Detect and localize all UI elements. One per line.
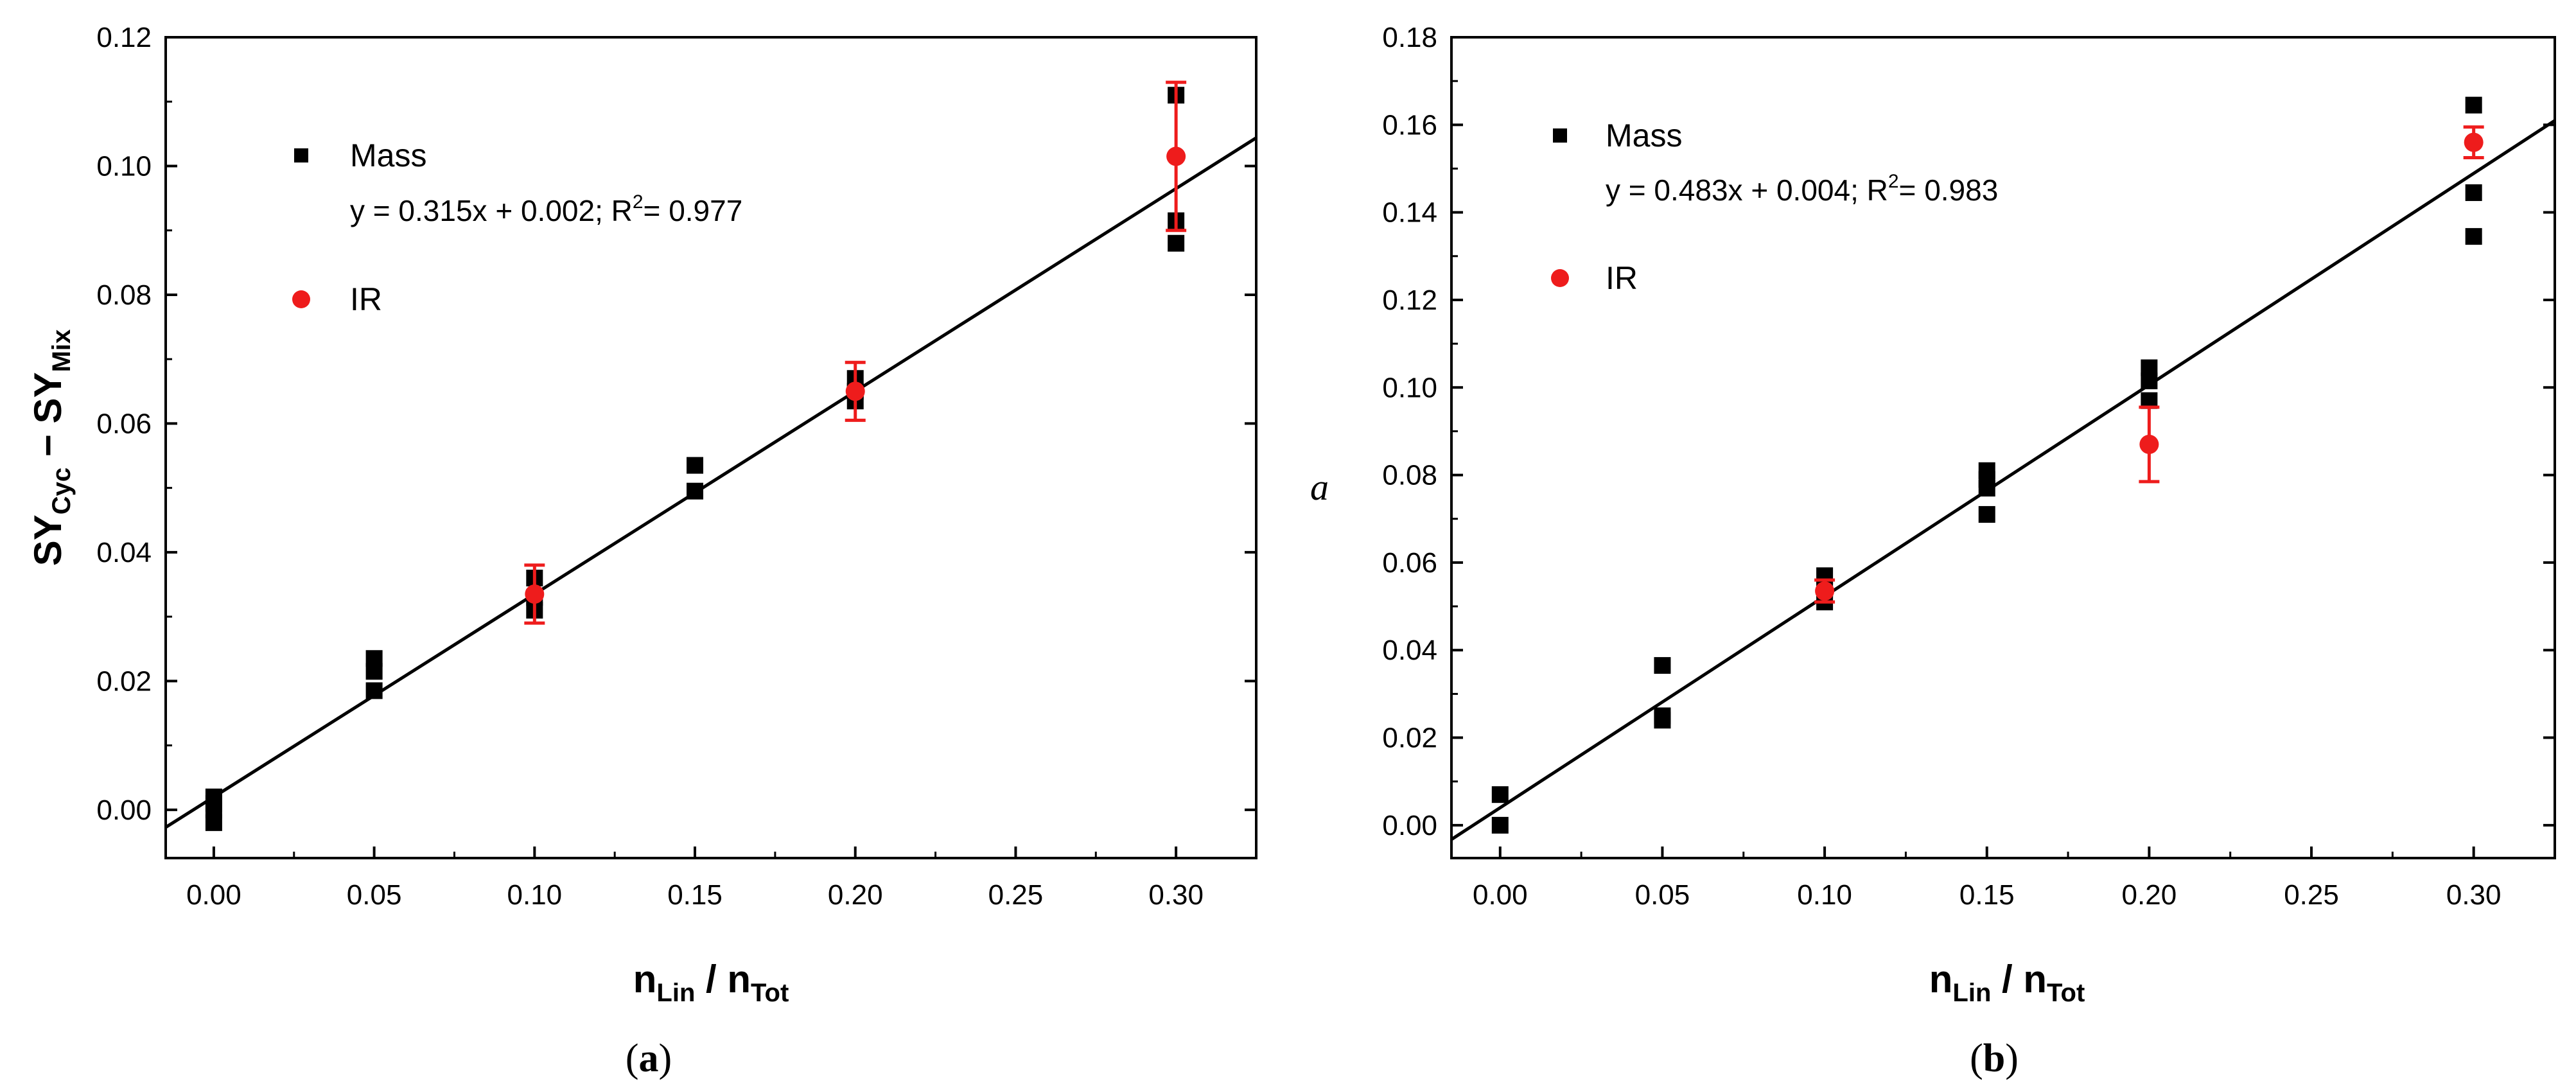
panel-caption-a: (a) — [626, 1037, 672, 1080]
ir-point — [1815, 581, 1835, 601]
y-tick-label: 0.06 — [96, 408, 152, 439]
panel-a: 0.00 0.05 0.10 0.15 0.20 0.25 0.30 0.000.020.0… — [26, 22, 1257, 1080]
y-tick-label: 0.14 — [1382, 197, 1437, 229]
plot-frame-a — [164, 36, 1257, 859]
y-tick-label: 0.04 — [1382, 635, 1437, 666]
mass-point — [2141, 373, 2158, 390]
y-tick-label: 0.00 — [1382, 810, 1437, 841]
mass-point — [365, 663, 383, 680]
y-tick-label: 0.08 — [96, 279, 152, 311]
y-tick-label: 0.08 — [1382, 460, 1437, 491]
mass-point — [687, 457, 704, 474]
x-tick-label: 0.25 — [988, 879, 1044, 911]
x-tick-label: 0.30 — [1148, 879, 1204, 911]
legend-ir-label-b: IR — [1606, 260, 1638, 296]
legend-mass-label-a: Mass — [350, 137, 426, 173]
legend-ir-marker-b — [1551, 269, 1569, 287]
ir-point — [845, 382, 865, 401]
x-tick-label: 0.00 — [186, 879, 241, 911]
y-tick-label: 0.16 — [1382, 109, 1437, 141]
mass-point — [205, 814, 222, 831]
mass-point — [1654, 712, 1671, 729]
mass-point — [1978, 505, 1995, 523]
y-tick-label: 0.02 — [96, 665, 152, 697]
fit-equation-b: y = 0.483x + 0.004; R2= 0.983 — [1606, 171, 1998, 207]
fit-line-b — [1451, 119, 2555, 841]
mass-point — [365, 682, 383, 699]
mass-point — [1491, 816, 1509, 834]
legend-mass-marker-b — [1553, 128, 1567, 143]
legend-ir-marker-a — [292, 290, 310, 308]
x-axis-title-a: nLin / nTot — [633, 958, 789, 1007]
y-tick-label: 0.00 — [96, 794, 152, 826]
ir-point — [525, 584, 545, 604]
fit-equation-a: y = 0.315x + 0.002; R2= 0.977 — [350, 191, 742, 227]
ir-point — [2139, 434, 2159, 454]
y-axis-title-a: SYCyc − SYMix — [26, 329, 76, 566]
panel-caption-b: (b) — [1970, 1037, 2019, 1080]
x-tick-label: 0.00 — [1473, 879, 1528, 911]
y-axis-a: 0.00 0.02 0.04 0.06 0.08 0.10 0.12 — [96, 22, 1256, 826]
legend-ir-label-a: IR — [350, 281, 382, 317]
mass-point — [1978, 480, 1995, 497]
x-tick-label: 0.15 — [1959, 879, 2015, 911]
ir-point — [2464, 132, 2484, 152]
y-tick-label: 0.18 — [1382, 22, 1437, 53]
legend-mass-marker-a — [294, 148, 308, 162]
y-tick-label: 0.10 — [1382, 372, 1437, 403]
x-tick-label: 0.30 — [2446, 879, 2502, 911]
mass-point — [1654, 657, 1671, 674]
y-tick-label: 0.04 — [96, 537, 152, 568]
ir-point — [1166, 146, 1186, 166]
mass-point — [2465, 96, 2482, 114]
y-tick-label: 0.12 — [96, 22, 152, 53]
x-tick-label: 0.15 — [667, 879, 723, 911]
y-tick-label: 0.02 — [1382, 723, 1437, 754]
mass-points-b — [1491, 96, 2482, 834]
x-tick-label: 0.20 — [2122, 879, 2177, 911]
x-tick-label: 0.10 — [1797, 879, 1852, 911]
x-axis-title-b: nLin / nTot — [1929, 958, 2085, 1007]
ir-points-a — [524, 80, 1187, 625]
x-tick-label: 0.05 — [347, 879, 402, 911]
mass-point — [1168, 234, 1185, 252]
y-tick-label: 0.06 — [1382, 547, 1437, 579]
x-tick-label: 0.25 — [2284, 879, 2339, 911]
plot-frame-b — [1450, 36, 2556, 859]
x-tick-label: 0.05 — [1635, 879, 1690, 911]
legend-mass-label-b: Mass — [1606, 118, 1682, 154]
fit-line-a — [166, 136, 1256, 829]
y-tick-label: 0.12 — [1382, 285, 1437, 316]
mass-point — [687, 482, 704, 500]
ir-points-b — [1814, 125, 2484, 604]
x-tick-label: 0.20 — [828, 879, 883, 911]
panel-b: 0.00 0.05 0.10 0.15 0.20 0.25 0.30 0.000.020.0… — [1310, 22, 2556, 1080]
y-tick-label: 0.10 — [96, 150, 152, 182]
mass-point — [2465, 228, 2482, 245]
x-axis-a: 0.00 0.05 0.10 0.15 0.20 0.25 0.30 — [186, 847, 1204, 911]
x-axis-b: 0.00 0.05 0.10 0.15 0.20 0.25 0.30 — [1473, 847, 2502, 911]
y-axis-b: 0.00 0.02 0.04 0.06 0.08 0.10 0.12 0.14 0.16 0.18 — [1382, 22, 2555, 841]
mass-point — [2465, 184, 2482, 201]
mass-point — [1491, 786, 1509, 803]
x-tick-label: 0.10 — [507, 879, 563, 911]
y-axis-title-b: a — [1310, 466, 1329, 508]
